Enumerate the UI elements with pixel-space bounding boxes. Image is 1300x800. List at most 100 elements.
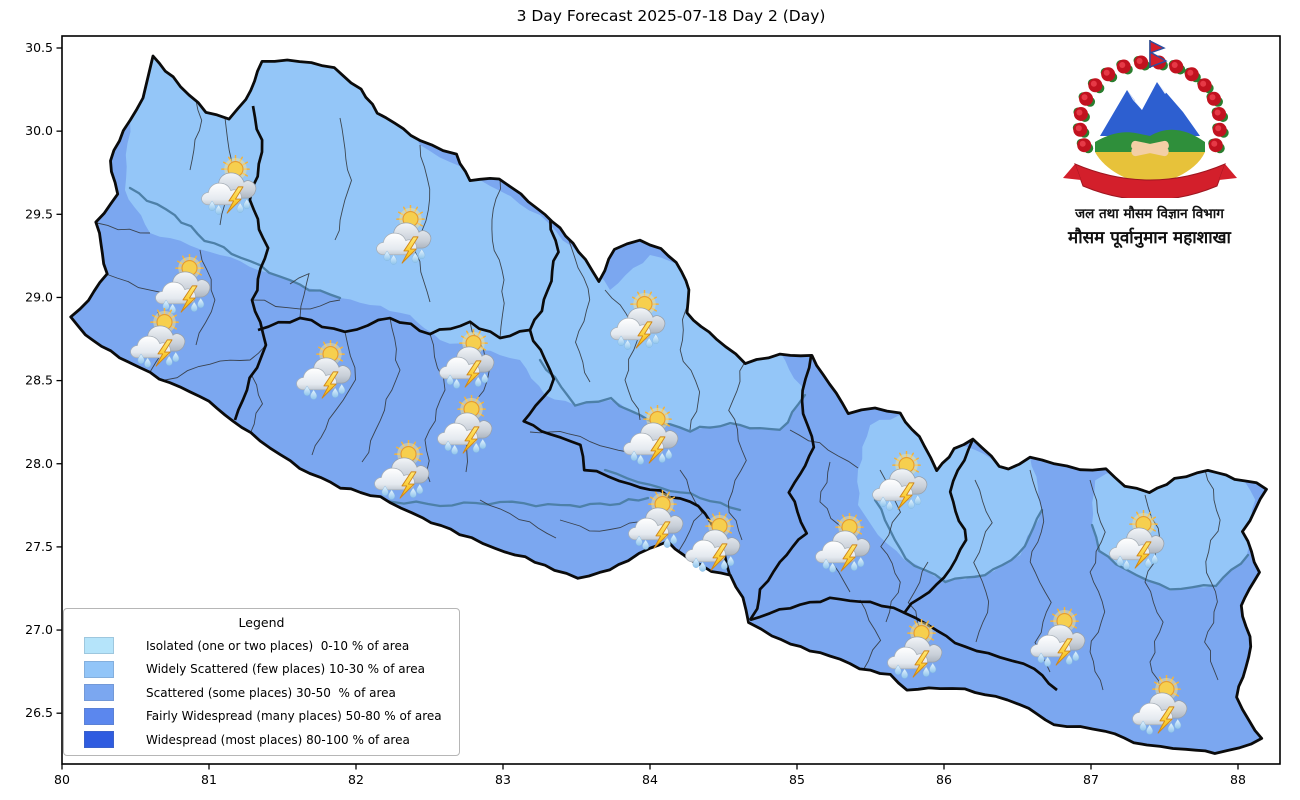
district-boundary (249, 375, 264, 435)
legend-box: Legend Isolated (one or two places) 0-10… (63, 608, 460, 756)
dhm-logo: जल तथा मौसम विज्ञान विभाग मौसम पूर्वानुम… (1042, 38, 1257, 248)
province-boundary (528, 205, 560, 331)
mountain-shape (1099, 82, 1200, 136)
basin-boundary (378, 496, 650, 509)
wreath-flower-center (1210, 140, 1217, 147)
x-tick-label: 88 (1230, 772, 1246, 787)
x-tick-label: 87 (1083, 772, 1099, 787)
legend-item: Fairly Widespread (many places) 50-80 % … (64, 705, 459, 729)
x-tick-label: 86 (936, 772, 952, 787)
y-tick-label: 29.0 (25, 289, 53, 304)
x-tick-label: 82 (348, 772, 364, 787)
province-boundary (233, 105, 270, 421)
wreath-flower-center (1214, 109, 1221, 116)
district-boundary (973, 479, 993, 643)
province-boundary (257, 316, 531, 340)
district-boundary (727, 361, 747, 541)
legend-item: Scattered (some places) 30-50 % of area (64, 681, 459, 705)
wreath-flower-center (1208, 94, 1215, 101)
province-boundary (522, 329, 732, 577)
legend-swatch-0 (84, 637, 114, 655)
wreath-flower-center (1075, 125, 1082, 132)
legend-label: Widespread (most places) 80-100 % of are… (146, 732, 410, 747)
legend-label: Isolated (one or two places) 0-10 % of a… (146, 638, 410, 653)
district-boundary (789, 429, 859, 469)
district-boundary (424, 333, 446, 483)
district-boundary (566, 234, 591, 383)
x-tick-label: 85 (789, 772, 805, 787)
district-boundary (679, 289, 701, 431)
district-boundary (1204, 469, 1221, 681)
wreath-flower-center (1103, 69, 1110, 76)
district-boundary (604, 289, 641, 421)
legend-swatch-1 (84, 660, 114, 678)
y-tick-label: 27.0 (25, 622, 53, 637)
y-tick-label: 30.5 (25, 40, 53, 55)
hills-shape (1094, 129, 1205, 152)
legend-label: Fairly Widespread (many places) 50-80 % … (146, 709, 442, 724)
logo-department-name: जल तथा मौसम विज्ञान विभाग (1075, 206, 1224, 222)
wreath-flower-center (1199, 80, 1206, 87)
legend-swatch-3 (84, 707, 114, 725)
legend-swatch-4 (84, 731, 114, 749)
logo-division-name: मौसम पूर्वानुमान महाशाखा (1068, 228, 1231, 248)
wreath-flower-center (1090, 80, 1097, 87)
wreath-flower-center (1118, 62, 1125, 69)
district-boundary (1029, 469, 1052, 673)
legend-item: Widely Scattered (few places) 10-30 % of… (64, 658, 459, 682)
district-boundary (251, 299, 341, 310)
district-boundary (334, 117, 352, 241)
y-tick-label: 26.5 (25, 705, 53, 720)
legend-title: Legend (238, 615, 285, 630)
handshake-right (1130, 140, 1169, 157)
district-boundary (311, 331, 356, 456)
province-boundaries (233, 105, 1058, 692)
basin-boundaries (128, 186, 1250, 591)
basin-boundary (128, 186, 342, 300)
y-tick-label: 29.5 (25, 206, 53, 221)
district-boundary (479, 499, 557, 539)
map-layers (69, 54, 1268, 755)
province-boundary (903, 438, 975, 613)
legend-swatch-2 (84, 684, 114, 702)
wreath-flower-center (1136, 58, 1143, 65)
axes: 80 81 82 83 84 85 86 87 88 30.5 30.0 29.5 29.0 28.5 28… (25, 35, 1281, 787)
district-boundary (1089, 479, 1106, 691)
legend-label: Scattered (some places) 30-50 % of area (146, 685, 396, 700)
nepal-flag-icon (1148, 39, 1168, 69)
district-boundary (361, 317, 401, 463)
district-boundary (491, 177, 505, 339)
district-boundary (289, 272, 310, 319)
district-boundary (164, 344, 267, 381)
y-tick-label: 30.0 (25, 123, 53, 138)
plot-frame (61, 35, 1281, 765)
wreath-flower-center (1075, 109, 1082, 116)
wreath-flower-center (1214, 125, 1221, 132)
legend-item: Isolated (one or two places) 0-10 % of a… (64, 634, 459, 658)
basin-boundary (603, 468, 742, 512)
nepal-outline (69, 54, 1268, 755)
district-boundary (96, 222, 151, 234)
basin-boundary (538, 358, 807, 433)
province-boundary (748, 355, 816, 621)
province-boundary (749, 596, 1058, 692)
wreath-flower-center (1186, 69, 1193, 76)
basin-boundary (873, 498, 1044, 584)
page-title: 3 Day Forecast 2025-07-18 Day 2 (Day) (516, 7, 826, 25)
legend-label: Widely Scattered (few places) 10-30 % of… (146, 662, 426, 677)
y-tick-label: 27.5 (25, 539, 53, 554)
x-tick-label: 80 (54, 772, 70, 787)
field-shape (1094, 152, 1205, 184)
x-tick-label: 84 (642, 772, 658, 787)
y-tick-label: 28.5 (25, 373, 53, 388)
wreath-flower-center (1081, 94, 1088, 101)
district-boundary (414, 144, 431, 303)
snow-caps (1126, 82, 1171, 110)
wreath-flower-center (1171, 62, 1178, 69)
basin-boundary (1090, 523, 1250, 591)
district-boundary (859, 599, 882, 673)
district-boundary (1144, 494, 1164, 701)
wreath-flower-center (1079, 140, 1086, 147)
